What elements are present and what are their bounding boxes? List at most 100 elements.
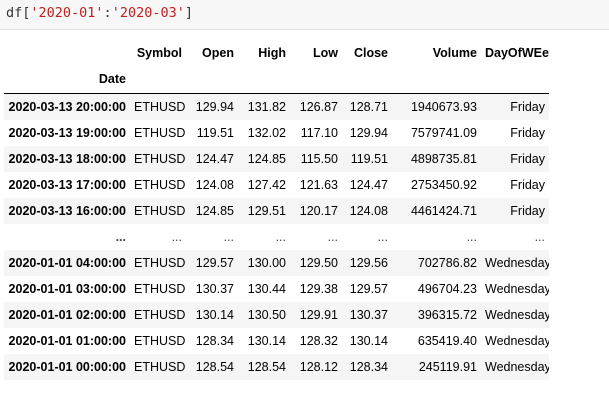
table-cell: 4461424.71 xyxy=(410,203,477,218)
table-cell: ETHUSD xyxy=(134,177,186,192)
row-index-date: 2020-01-01 02:00:00 xyxy=(8,307,126,322)
column-header-volume: Volume xyxy=(432,45,477,60)
table-cell: 4898735.81 xyxy=(410,151,477,166)
table-cell: Friday xyxy=(510,99,545,114)
table-cell: 132.02 xyxy=(247,125,286,140)
table-row: 2020-01-01 03:00:00 ETHUSD 130.37 130.44 129… xyxy=(4,276,549,302)
table-row-ellipsis: ........................ xyxy=(4,224,549,250)
column-header-dayofweek: DayOfWEek xyxy=(485,45,549,60)
table-cell: 130.37 xyxy=(349,307,388,322)
table-cell: 702786.82 xyxy=(417,255,477,270)
table-cell: 128.54 xyxy=(195,359,234,374)
table-cell: Wednesday xyxy=(485,307,549,322)
row-index-date: 2020-03-13 18:00:00 xyxy=(8,151,126,166)
table-row: 2020-01-01 00:00:00 ETHUSD 128.54 128.54 128… xyxy=(4,353,549,380)
table-cell: 131.82 xyxy=(247,99,286,114)
table-row: 2020-03-13 20:00:00 ETHUSD 129.94 131.82 126… xyxy=(4,93,549,120)
table-cell: ... xyxy=(377,229,388,244)
table-cell: Friday xyxy=(510,125,545,140)
column-header-low: Low xyxy=(313,45,338,60)
row-index-date: 2020-01-01 01:00:00 xyxy=(8,333,126,348)
table-cell: ... xyxy=(223,229,234,244)
table-cell: 128.34 xyxy=(349,359,388,374)
code-suffix: ] xyxy=(184,5,193,21)
table-cell: ... xyxy=(327,229,338,244)
table-cell: ... xyxy=(171,229,182,244)
table-cell: 121.63 xyxy=(299,177,338,192)
table-cell: 245119.91 xyxy=(418,359,477,374)
table-cell: ETHUSD xyxy=(134,307,186,322)
code-input-cell[interactable]: df['2020-01':'2020-03'] xyxy=(0,0,609,30)
table-row: 2020-03-13 19:00:00 ETHUSD 119.51 132.02 117… xyxy=(4,120,549,146)
table-cell: 119.51 xyxy=(196,125,234,140)
row-index-date: 2020-01-01 04:00:00 xyxy=(8,255,126,270)
table-cell: 119.51 xyxy=(350,151,388,166)
table-cell: 7579741.09 xyxy=(410,125,477,140)
code-slice-separator: : xyxy=(103,5,112,21)
column-header-open: Open xyxy=(202,45,234,60)
table-cell: ... xyxy=(534,229,545,244)
table-cell: 117.10 xyxy=(300,125,338,140)
table-row: 2020-01-01 01:00:00 ETHUSD 128.34 130.14 128… xyxy=(4,328,549,354)
row-index-date: 2020-01-01 03:00:00 xyxy=(8,281,126,296)
code-start-string: '2020-01' xyxy=(30,5,104,21)
table-cell: 128.34 xyxy=(195,333,234,348)
table-row: 2020-01-01 04:00:00 ETHUSD 129.57 130.00 129… xyxy=(4,249,549,276)
index-name-row: Date xyxy=(4,65,549,94)
table-cell: Friday xyxy=(510,151,545,166)
table-cell: Wednesday xyxy=(485,333,549,348)
table-cell: 128.12 xyxy=(299,359,338,374)
table-cell: Friday xyxy=(510,177,545,192)
table-cell: 129.94 xyxy=(349,125,388,140)
table-cell: Wednesday xyxy=(485,281,549,296)
table-cell: ETHUSD xyxy=(134,99,186,114)
row-index-date: 2020-03-13 17:00:00 xyxy=(8,177,126,192)
table-cell: Wednesday xyxy=(485,359,549,374)
table-cell: 129.51 xyxy=(247,203,286,218)
table-cell: 129.56 xyxy=(349,255,388,270)
column-header-symbol: Symbol xyxy=(136,45,182,60)
table-cell: ... xyxy=(275,229,286,244)
table-cell: 130.00 xyxy=(247,255,286,270)
table-cell: 128.54 xyxy=(247,359,286,374)
table-cell: ETHUSD xyxy=(134,151,186,166)
table-row: 2020-03-13 16:00:00 ETHUSD 124.85 129.51 120… xyxy=(4,197,549,224)
column-header-high: High xyxy=(258,45,286,60)
table-cell: ETHUSD xyxy=(134,281,186,296)
table-cell: 130.14 xyxy=(247,333,286,348)
table-cell: 129.57 xyxy=(195,255,234,270)
table-cell: 124.08 xyxy=(195,177,234,192)
table-cell: 130.50 xyxy=(247,307,286,322)
table-cell: ETHUSD xyxy=(134,125,186,140)
table-cell: 1940673.93 xyxy=(410,99,477,114)
table-cell: 129.57 xyxy=(349,281,388,296)
table-cell: 128.71 xyxy=(349,99,388,114)
header-blank xyxy=(4,40,130,65)
output-area: Symbol Open High Low Close Volume DayOfW… xyxy=(4,40,549,380)
code-line[interactable]: df['2020-01':'2020-03'] xyxy=(6,5,193,21)
table-cell: ETHUSD xyxy=(134,255,186,270)
table-cell: 130.14 xyxy=(349,333,388,348)
table-row: 2020-03-13 18:00:00 ETHUSD 124.47 124.85 115… xyxy=(4,145,549,172)
table-cell: 124.85 xyxy=(247,151,286,166)
table-cell: 130.37 xyxy=(195,281,234,296)
column-header-close: Close xyxy=(353,45,388,60)
index-name-date: Date xyxy=(4,65,130,94)
table-cell: ETHUSD xyxy=(134,333,186,348)
table-cell: 120.17 xyxy=(299,203,338,218)
table-cell: 115.50 xyxy=(300,151,338,166)
table-cell: 128.32 xyxy=(299,333,338,348)
row-index-date: 2020-03-13 19:00:00 xyxy=(8,125,126,140)
table-cell: Wednesday xyxy=(485,255,549,270)
table-cell: 2753450.92 xyxy=(410,177,477,192)
code-prefix: df[ xyxy=(6,5,31,21)
table-cell: 129.38 xyxy=(299,281,338,296)
table-cell: 129.91 xyxy=(299,307,338,322)
row-index-date: 2020-03-13 20:00:00 xyxy=(8,99,126,114)
table-cell: 396315.72 xyxy=(417,307,477,322)
table-row: 2020-03-13 17:00:00 ETHUSD 124.08 127.42 121… xyxy=(4,172,549,198)
row-index-date: ... xyxy=(115,229,126,244)
table-cell: ETHUSD xyxy=(134,203,186,218)
table-cell: Friday xyxy=(510,203,545,218)
table-cell: 130.44 xyxy=(247,281,286,296)
